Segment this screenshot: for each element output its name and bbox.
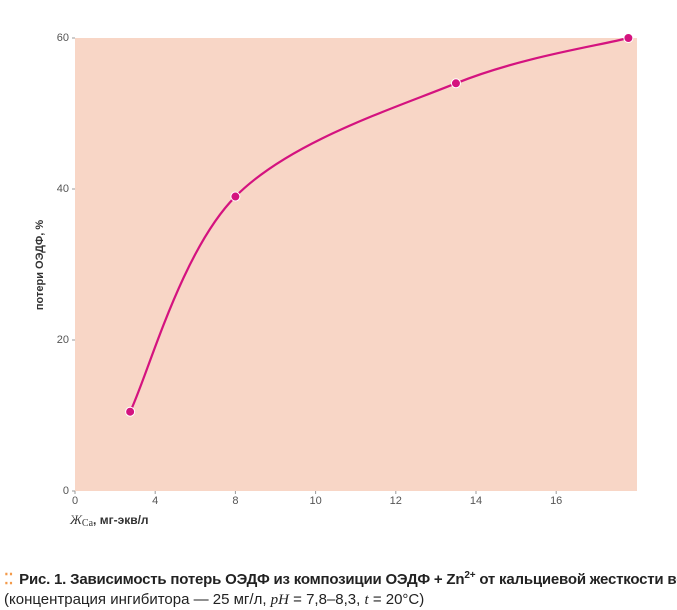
x-axis-label: ЖCa, мг-экв/л [69,512,149,529]
x-label-subscript: Ca [82,518,94,529]
x-label-units: , мг-экв/л [93,513,149,527]
caption: ⁚⁚ Рис. 1. Зависимость потерь ОЭДФ из ком… [4,566,677,610]
x-tick-label: 10 [309,495,321,507]
caption-italic: t [364,592,369,608]
y-tick-label: 40 [57,183,69,195]
y-tick-label: 60 [57,32,69,44]
caption-text: (концентрация ингибитора — 25 мг/л, [4,591,271,608]
plot-area [75,38,637,491]
chart: потери ОЭДФ, % ЖCa, мг-экв/л 0 20 40 60 0 4 8 1… [34,32,637,529]
x-tick-label: 16 [550,495,562,507]
point [450,78,461,89]
y-tick-label: 20 [57,334,69,346]
caption-text: Рис. 1. Зависимость потерь ОЭДФ из компо… [19,571,465,588]
x-tick-label: 12 [390,495,402,507]
caption-line: ⁚⁚ Рис. 1. Зависимость потерь ОЭДФ из ком… [4,566,677,590]
caption-line: (концентрация ингибитора — 25 мг/л, pH =… [4,590,677,610]
point [623,33,634,43]
caption-text: от кальциевой жесткости воды [479,571,677,588]
caption-italic: pH [270,592,289,608]
caption-sup: 2+ [464,570,476,581]
y-axis-label: потери ОЭДФ, % [34,220,46,310]
point [230,191,241,202]
caption-text: = 7,8–8,3, [289,591,365,608]
line [129,36,629,413]
point [125,406,136,417]
x-label-symbol: Ж [69,512,83,527]
caption-text: = 20°C) [368,591,425,608]
x-tick-label: 14 [470,495,482,507]
x-tick-label: 4 [152,495,158,507]
icon: ⁚⁚ [4,571,14,588]
x-tick-label: 8 [232,495,238,507]
x-tick-label: 0 [72,495,78,507]
y-tick-label: 0 [63,485,69,497]
